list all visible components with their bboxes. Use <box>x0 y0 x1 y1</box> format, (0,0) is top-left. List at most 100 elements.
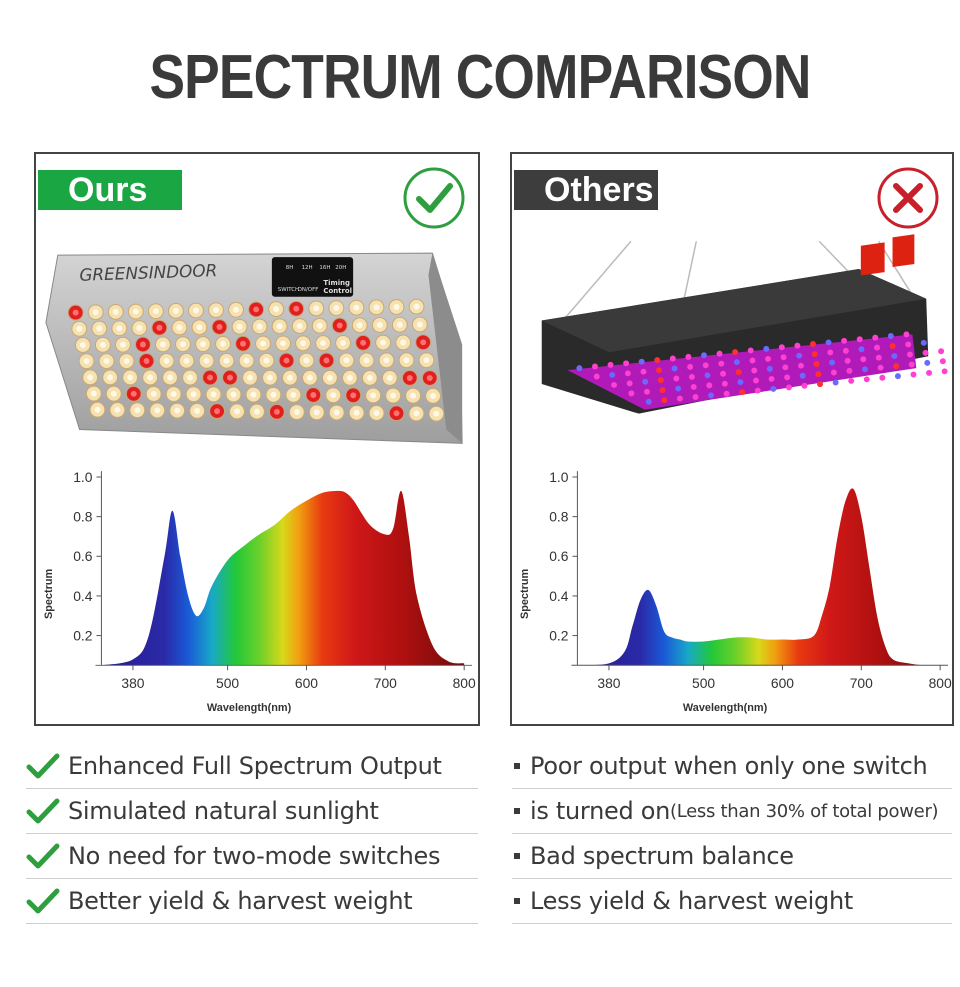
others-ytick-label: 1.0 <box>549 469 569 485</box>
led-core <box>290 391 297 398</box>
list-item: is turned on (Less than 30% of total powe… <box>512 789 952 834</box>
led <box>704 372 711 379</box>
ours-spectrum-area <box>101 490 465 666</box>
led-core <box>147 374 154 381</box>
others-feature-list: Poor output when only one switch is turn… <box>512 744 952 924</box>
led-core <box>90 390 97 397</box>
led-core <box>296 323 303 329</box>
led-core <box>176 324 183 331</box>
led <box>924 359 931 366</box>
led-core <box>293 409 300 416</box>
led <box>894 373 901 380</box>
led-core <box>253 306 260 313</box>
led <box>941 368 948 375</box>
led-core <box>132 308 139 315</box>
led-core <box>366 374 373 381</box>
others-ytick-label: 0.2 <box>549 628 569 644</box>
ours-spectrum-chart: Spectrum Wavelength(nm) 1.0 0.8 0.6 0.4 0.2 3… <box>43 469 476 714</box>
others-xlabel: Wavelength(nm) <box>683 702 768 714</box>
led-core <box>192 307 199 314</box>
led <box>718 360 725 367</box>
led-core <box>167 374 174 381</box>
led-core <box>230 391 237 398</box>
led <box>716 350 723 357</box>
led <box>676 395 683 402</box>
led <box>797 362 804 369</box>
led-core <box>363 357 370 364</box>
led-core <box>336 322 343 329</box>
led <box>801 382 808 389</box>
others-xtick-label: 500 <box>692 675 715 691</box>
led-core <box>110 390 117 397</box>
led <box>938 348 945 355</box>
led <box>661 397 668 404</box>
led-core <box>87 374 94 381</box>
led-core <box>333 305 340 312</box>
led <box>659 387 666 394</box>
led <box>844 357 851 364</box>
led <box>922 349 929 356</box>
led-core <box>346 374 353 381</box>
ours-xlabel: Wavelength(nm) <box>207 702 292 714</box>
led <box>763 345 770 352</box>
led <box>825 339 832 346</box>
led-core <box>303 357 310 364</box>
led <box>817 381 824 388</box>
led-core <box>413 410 420 417</box>
led <box>863 376 870 383</box>
led-core <box>234 408 240 415</box>
led <box>654 357 661 364</box>
led <box>810 341 816 348</box>
others-spectrum-chart: Spectrum Wavelength(nm) 1.0 0.8 0.6 0.4 0.2 3… <box>519 469 952 714</box>
led-core <box>313 305 320 312</box>
led <box>706 382 713 389</box>
led <box>671 365 678 372</box>
led-core <box>393 304 400 310</box>
others-xtick-label: 700 <box>850 675 873 691</box>
led-core <box>390 392 397 399</box>
led-core <box>353 409 360 416</box>
led <box>638 358 645 365</box>
led <box>753 377 759 384</box>
switch-label: SWITCH <box>278 287 299 293</box>
led-core <box>373 410 380 416</box>
led-core <box>243 357 250 364</box>
led <box>687 363 694 370</box>
feature-text: Simulated natural sunlight <box>68 797 379 825</box>
led <box>879 374 886 381</box>
others-ytick-label: 0.8 <box>549 509 569 525</box>
page-title: SPECTRUM COMPARISON <box>149 43 811 112</box>
led <box>829 359 836 366</box>
check-circle-icon <box>403 167 465 229</box>
bullet-icon <box>514 808 520 814</box>
led <box>830 369 837 376</box>
led-core <box>263 357 270 364</box>
timing-control-panel: 8H 12H 16H 20H SWITCH ON/OFF Timing Cont… <box>278 265 352 295</box>
led-core <box>96 325 103 332</box>
led <box>908 361 915 368</box>
led-core <box>190 391 197 398</box>
led-core <box>127 374 134 381</box>
led-core <box>370 392 377 399</box>
list-item: Simulated natural sunlight <box>26 789 478 834</box>
led <box>657 377 664 384</box>
led-core <box>386 374 393 381</box>
led-core <box>343 357 350 364</box>
led-core <box>170 391 177 398</box>
led <box>893 363 900 370</box>
led <box>700 352 707 359</box>
others-spectrum-area <box>577 488 941 666</box>
led-core <box>313 409 320 416</box>
led <box>862 366 868 373</box>
ours-ytick-label: 0.4 <box>73 588 93 604</box>
led <box>721 380 728 387</box>
check-icon <box>26 843 60 869</box>
led <box>832 379 839 386</box>
ours-xtick-label: 700 <box>374 675 397 691</box>
led <box>675 385 682 392</box>
led-core <box>326 374 333 381</box>
led-core <box>400 339 407 346</box>
led <box>708 392 715 399</box>
led <box>644 388 650 395</box>
ours-panel: Ours GREENSINDOOR 8H 12H 16H 20H SWITCH … <box>34 152 480 726</box>
